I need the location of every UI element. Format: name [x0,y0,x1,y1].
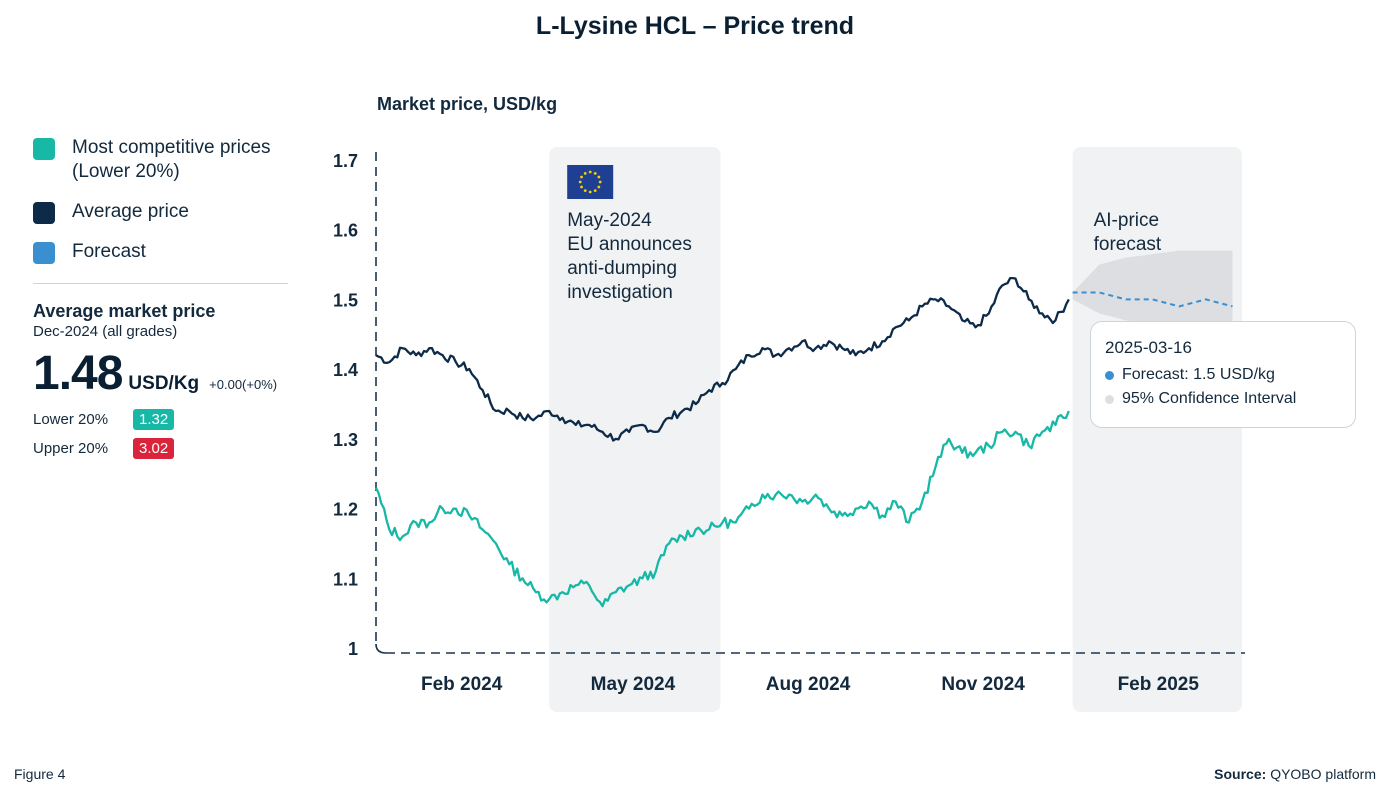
summary-subtitle: Dec-2024 (all grades) [33,323,178,340]
lower20-price-line [374,410,1070,608]
lower-band-row: Lower 20% 1.32 [33,409,303,430]
eu-flag-star [588,190,592,194]
eu-flag-star [583,171,587,175]
annotation-2-line-2: forecast [1094,234,1162,255]
legend-label-forecast: Forecast [72,241,146,262]
figure-label: Figure 4 [14,766,66,782]
x-tick-label: Aug 2024 [766,674,851,695]
y-tick-label: 1.3 [333,430,358,450]
annotation-1-line-1: May-2024 [567,210,652,231]
y-tick-label: 1 [348,639,358,659]
upper-band-label: Upper 20% [33,440,109,457]
legend-label-lower20: Most competitive prices (Lower 20%) [72,137,271,182]
summary-unit: USD/Kg [128,373,200,394]
legend-item-average[interactable]: Average price [33,200,288,224]
upper-band-badge: 3.02 [133,438,175,459]
shaded-region-1 [549,147,721,712]
summary-panel: Average market price Dec-2024 (all grade… [33,301,303,459]
y-tick-label: 1.5 [333,290,358,310]
summary-value: 1.48 [33,347,123,400]
y-tick-label: 1.7 [333,151,358,171]
y-axis-title: Market price, USD/kg [377,94,558,114]
shaded-region-2 [1072,147,1242,712]
y-tick-label: 1.1 [333,569,358,589]
average-price-line [375,276,1070,442]
eu-flag-star [578,180,582,184]
y-tick-label: 1.6 [333,221,358,241]
forecast-tooltip: 2025-03-16 Forecast: 1.5 USD/kg 95% Conf… [1090,321,1356,428]
chart-title: L-Lysine HCL – Price trend [535,12,855,40]
forecast-dot-icon [1105,370,1114,380]
source-value: QYOBO platform [1270,766,1376,782]
eu-flag-star [580,175,583,179]
legend-swatch-forecast [33,242,55,264]
source-label: Source: [1214,766,1267,782]
annotation-2-line-1: AI-price [1094,210,1159,231]
legend: Most competitive prices (Lower 20%) Aver… [33,136,288,280]
legend-swatch-lower20 [33,138,55,160]
ci-dot-icon [1105,394,1114,404]
tooltip-forecast-row: Forecast: 1.5 USD/kg [1105,366,1341,384]
lower-band-label: Lower 20% [33,411,109,428]
lower-band-badge: 1.32 [133,409,175,430]
summary-title: Average market price [33,301,216,321]
summary-change: +0.00(+0%) [209,377,278,392]
confidence-interval-band [1072,250,1233,328]
eu-flag-star [583,189,587,193]
forecast-line [1072,291,1233,308]
tooltip-ci-row: 95% Confidence Interval [1105,390,1341,408]
y-tick-label: 1.4 [333,360,358,380]
tooltip-forecast-text: Forecast: 1.5 USD/kg [1122,366,1275,383]
eu-flag-star [593,189,597,193]
tooltip-date: 2025-03-16 [1105,338,1192,357]
upper-band-row: Upper 20% 3.02 [33,438,303,459]
x-tick-label: Feb 2025 [1118,674,1200,695]
x-tick-label: May 2024 [591,674,676,695]
eu-flag-star [588,170,592,174]
y-tick-label: 1.2 [333,500,358,520]
legend-divider [33,283,288,284]
annotation-1-line-2: EU announces [567,234,692,255]
eu-flag-star [597,175,601,179]
legend-item-forecast[interactable]: Forecast [33,240,288,264]
tooltip-ci-text: 95% Confidence Interval [1122,390,1297,407]
annotation-1-line-4: investigation [567,282,673,303]
x-tick-label: Feb 2024 [421,674,503,695]
eu-flag-star [598,180,602,184]
axis-corner [375,643,387,654]
legend-label-average: Average price [72,201,189,222]
eu-flag-star [580,185,583,189]
source-note: Source: QYOBO platform [1214,766,1376,782]
annotation-1-line-3: anti-dumping [567,258,677,279]
legend-swatch-average [33,202,55,224]
eu-flag-star [593,171,597,175]
eu-flag-star [597,185,601,189]
x-tick-label: Nov 2024 [941,674,1025,695]
legend-item-lower20[interactable]: Most competitive prices (Lower 20%) [33,136,288,184]
eu-flag-icon [567,165,614,199]
